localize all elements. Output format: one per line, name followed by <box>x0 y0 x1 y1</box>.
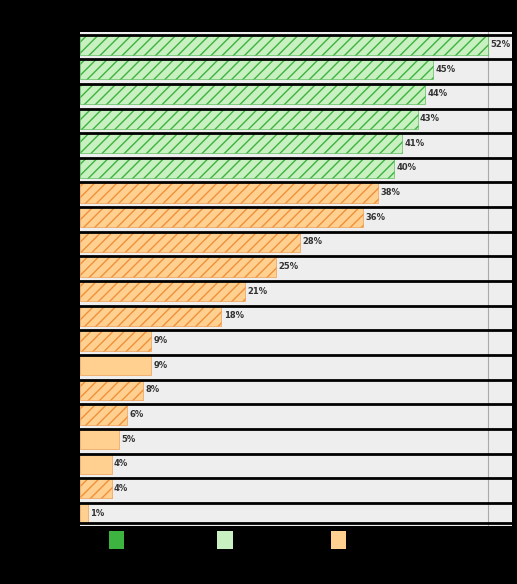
Bar <box>80 256 277 277</box>
Bar <box>80 109 418 128</box>
Bar <box>80 503 88 523</box>
Bar <box>80 355 151 376</box>
Text: 40%: 40% <box>397 164 417 172</box>
Bar <box>80 478 112 499</box>
Bar <box>80 207 363 227</box>
Bar <box>80 380 143 400</box>
Text: 43%: 43% <box>420 114 440 123</box>
Bar <box>80 34 488 55</box>
Text: 4%: 4% <box>114 484 128 493</box>
Bar <box>80 133 402 154</box>
Text: 36%: 36% <box>365 213 385 222</box>
Text: 8%: 8% <box>145 385 159 394</box>
Text: 4%: 4% <box>114 459 128 468</box>
Text: 9%: 9% <box>153 336 168 345</box>
Text: 1%: 1% <box>90 509 104 517</box>
Bar <box>80 158 394 178</box>
Bar <box>80 232 300 252</box>
Text: 21%: 21% <box>247 287 267 296</box>
Text: 41%: 41% <box>404 139 424 148</box>
Text: 45%: 45% <box>436 65 456 74</box>
Bar <box>80 281 245 301</box>
Bar <box>80 331 151 350</box>
Text: 5%: 5% <box>121 434 136 444</box>
Bar <box>80 84 425 104</box>
Text: 6%: 6% <box>130 410 144 419</box>
Text: 52%: 52% <box>491 40 511 49</box>
Bar <box>80 182 378 203</box>
Bar <box>80 306 221 326</box>
Text: 28%: 28% <box>302 237 322 246</box>
Text: 44%: 44% <box>428 89 448 99</box>
Text: 38%: 38% <box>381 188 401 197</box>
Bar <box>80 454 112 474</box>
Bar <box>80 404 127 425</box>
Text: 25%: 25% <box>279 262 299 271</box>
Text: 18%: 18% <box>224 311 244 321</box>
Bar <box>80 59 433 79</box>
Text: 9%: 9% <box>153 361 168 370</box>
Bar <box>80 429 119 449</box>
